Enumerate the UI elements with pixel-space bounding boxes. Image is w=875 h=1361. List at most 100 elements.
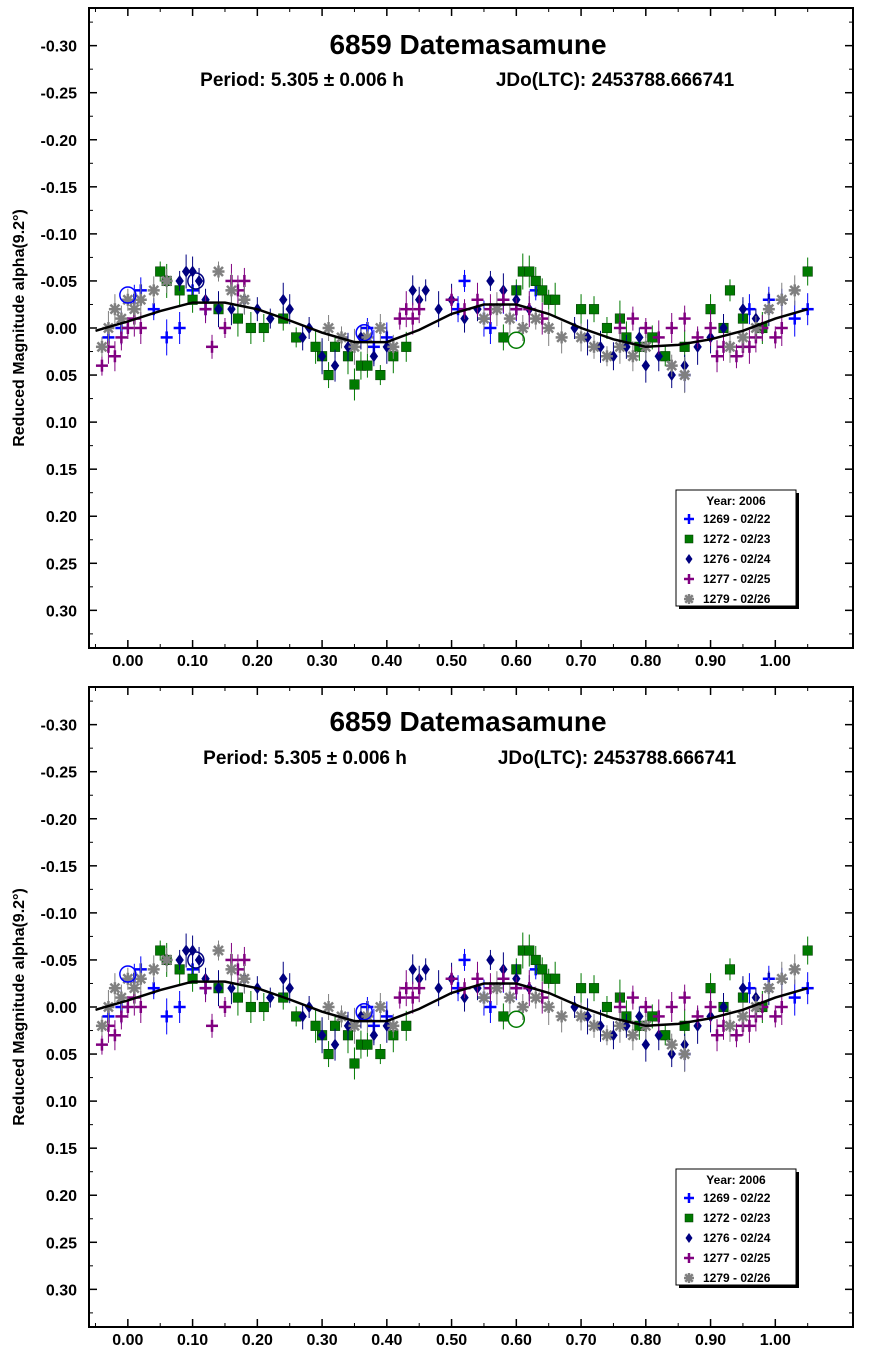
data-point bbox=[232, 313, 243, 324]
x-tick-label: 0.80 bbox=[630, 653, 661, 670]
data-point bbox=[323, 1001, 334, 1013]
data-point bbox=[550, 294, 561, 305]
x-tick-label: 1.00 bbox=[760, 653, 791, 670]
x-tick-label: 0.30 bbox=[307, 1332, 338, 1349]
data-point bbox=[109, 982, 121, 994]
highlight-circle bbox=[187, 272, 205, 290]
data-point bbox=[679, 1048, 691, 1060]
y-axis-label: Reduced Magnitude alpha(9.2°) bbox=[11, 209, 28, 447]
data-point bbox=[317, 350, 327, 363]
data-point bbox=[187, 294, 198, 305]
data-point bbox=[679, 341, 690, 352]
data-point bbox=[537, 285, 548, 296]
y-tick-label: 0.05 bbox=[46, 1047, 77, 1064]
data-point bbox=[763, 303, 775, 315]
data-point bbox=[478, 992, 490, 1003]
data-point bbox=[627, 1029, 639, 1041]
data-point bbox=[310, 1020, 321, 1031]
x-tick-label: 0.30 bbox=[307, 653, 338, 670]
data-point bbox=[227, 303, 236, 316]
legend-title: Year: 2006 bbox=[706, 494, 766, 508]
data-point bbox=[504, 992, 516, 1003]
highlight-circle bbox=[119, 286, 137, 304]
data-point bbox=[369, 1029, 379, 1042]
data-point bbox=[738, 982, 748, 995]
data-point bbox=[408, 963, 417, 976]
legend-marker bbox=[684, 594, 694, 604]
data-point bbox=[802, 266, 813, 277]
data-point bbox=[622, 1019, 631, 1032]
data-point bbox=[245, 322, 256, 334]
data-points bbox=[95, 253, 814, 401]
data-point bbox=[556, 1011, 568, 1022]
y-tick-label: -0.10 bbox=[41, 906, 78, 923]
data-point bbox=[96, 341, 108, 353]
data-point bbox=[375, 1049, 386, 1060]
legend-entry: 1269 - 02/22 bbox=[703, 512, 771, 526]
data-point bbox=[498, 1011, 509, 1022]
series-1276 - 02/24 bbox=[175, 933, 774, 1068]
data-point bbox=[517, 1001, 529, 1013]
highlight-circle bbox=[355, 323, 373, 342]
chart-title: 6859 Datemasamune bbox=[329, 706, 606, 737]
data-point bbox=[369, 350, 379, 363]
data-point bbox=[279, 293, 288, 306]
data-point bbox=[679, 1020, 690, 1031]
x-tick-label: 0.20 bbox=[242, 1332, 273, 1349]
y-tick-label: 0.00 bbox=[46, 1000, 77, 1017]
series-1269 - 02/22 bbox=[102, 948, 814, 1072]
y-tick-label: 0.30 bbox=[46, 603, 77, 620]
data-point bbox=[187, 973, 198, 984]
data-point bbox=[543, 322, 555, 334]
data-point bbox=[245, 1001, 256, 1013]
legend-marker bbox=[685, 554, 693, 564]
data-point bbox=[323, 370, 334, 381]
highlight-circle bbox=[507, 1010, 526, 1028]
data-point bbox=[401, 1020, 412, 1031]
data-point bbox=[226, 284, 237, 296]
data-point bbox=[421, 963, 430, 976]
fit-curve bbox=[95, 980, 809, 1028]
data-point bbox=[724, 964, 736, 975]
data-point bbox=[194, 953, 204, 966]
data-point bbox=[362, 1039, 373, 1050]
data-point bbox=[349, 1058, 360, 1069]
data-point bbox=[239, 973, 250, 985]
legend-entry: 1269 - 02/22 bbox=[703, 1191, 771, 1205]
legend: Year: 2006 1269 - 02/22 1272 - 02/23 1276 -… bbox=[675, 1168, 799, 1288]
data-point bbox=[115, 313, 127, 324]
y-tick-label: -0.30 bbox=[41, 718, 78, 735]
legend-entry: 1279 - 02/26 bbox=[703, 592, 771, 606]
data-point bbox=[614, 1020, 626, 1032]
data-point bbox=[789, 284, 801, 296]
legend-entry: 1272 - 02/23 bbox=[703, 1211, 771, 1225]
data-point bbox=[135, 973, 147, 985]
data-point bbox=[719, 1001, 728, 1013]
legend-box bbox=[675, 1168, 797, 1286]
x-tick-label: 0.70 bbox=[565, 653, 596, 670]
data-point bbox=[737, 1011, 749, 1022]
data-point bbox=[679, 369, 691, 381]
y-tick-label: -0.05 bbox=[41, 274, 78, 291]
data-point bbox=[504, 313, 516, 324]
data-point bbox=[148, 284, 160, 296]
data-point bbox=[530, 275, 541, 286]
data-point bbox=[194, 274, 204, 287]
x-tick-label: 0.00 bbox=[112, 653, 143, 670]
chart-svg-top: 6859 Datemasamune Period: 5.305 ± 0.006 … bbox=[11, 7, 854, 670]
data-point bbox=[387, 1020, 399, 1032]
x-tick-label: 0.60 bbox=[501, 1332, 532, 1349]
data-point bbox=[323, 322, 334, 334]
data-point bbox=[232, 992, 243, 1003]
data-point bbox=[109, 303, 121, 315]
legend-title: Year: 2006 bbox=[706, 1173, 766, 1187]
data-point bbox=[401, 341, 412, 352]
y-tick-label: 0.15 bbox=[46, 462, 77, 479]
data-point bbox=[486, 953, 495, 966]
x-tick-label: 0.60 bbox=[501, 653, 532, 670]
data-point bbox=[576, 983, 587, 994]
data-point bbox=[310, 341, 321, 352]
series-1279 - 02/26 bbox=[95, 261, 801, 394]
chart-subtitle-epoch: JDo(LTC): 2453788.666741 bbox=[496, 70, 735, 91]
data-point bbox=[155, 266, 166, 277]
